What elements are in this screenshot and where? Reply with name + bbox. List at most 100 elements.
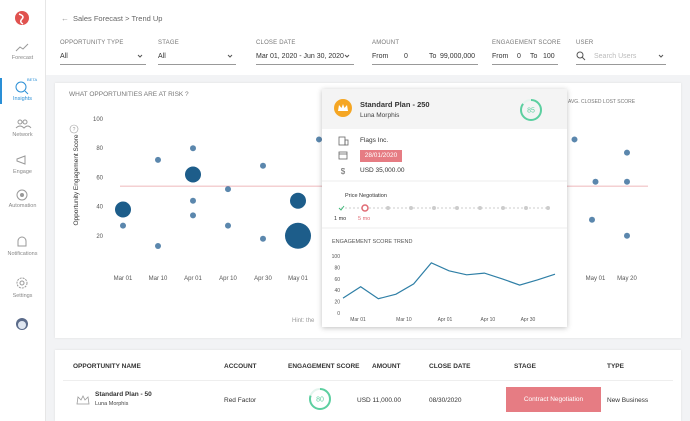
search-input[interactable]: Search Users (594, 53, 637, 60)
bubble (190, 145, 196, 152)
filter-value[interactable]: Mar 01, 2020 - Jun 30, 2020 (256, 53, 344, 60)
bubble (260, 235, 266, 242)
popup-header (322, 89, 567, 129)
filter-value[interactable]: 100 (543, 53, 555, 60)
help-icon[interactable] (69, 124, 79, 134)
bubble (225, 222, 231, 229)
popup-amount: USD 35,000.00 (360, 167, 405, 174)
nav-label[interactable]: Automation (8, 203, 37, 209)
bubble (155, 243, 161, 250)
filter-text: From (372, 53, 389, 60)
bubble (120, 222, 126, 229)
y-tick-label: 60 (96, 175, 103, 181)
bubble (190, 197, 196, 204)
bubble (592, 178, 599, 185)
table-header: OPPORTUNITY NAME (73, 363, 141, 370)
hint: Hint: the (292, 318, 315, 324)
table-header: ENGAGEMENT SCORE (288, 363, 360, 370)
bubble (624, 232, 630, 239)
y-tick-label: 80 (334, 265, 340, 271)
y-tick-label: 20 (334, 300, 340, 306)
bubble (589, 216, 595, 223)
sidebar-icons (0, 11, 32, 330)
nav-label[interactable]: Network (12, 132, 33, 138)
crumb: Trend Up (131, 14, 163, 23)
bubble (290, 192, 306, 209)
step-label: 5 mo (358, 216, 371, 222)
table-header: STAGE (514, 363, 536, 370)
popup-account: Flags Inc. (360, 137, 389, 144)
cell-owner: Luna Morphis (95, 401, 129, 407)
chart-title: WHAT OPPORTUNITIES ARE AT RISK ? (69, 91, 189, 98)
popup-title: Standard Plan - 250 (360, 100, 430, 109)
x-tick-label: Mar 10 (396, 317, 412, 323)
crumb-separator: > (125, 14, 130, 23)
x-tick-label: May 20 (617, 276, 637, 282)
nav-label[interactable]: Notifications (7, 251, 38, 257)
bubble (571, 136, 578, 143)
filter-value[interactable]: All (158, 53, 166, 60)
popup-owner: Luna Morphis (360, 112, 400, 119)
nav-label[interactable]: Insights (13, 96, 32, 102)
x-tick-label: Mar 01 (350, 317, 366, 323)
filter-text: To (429, 53, 437, 60)
filter-value[interactable]: 99,000,000 (440, 53, 476, 60)
y-tick-label: 80 (96, 146, 103, 152)
x-tick-label: Apr 01 (438, 317, 453, 323)
filter-text: To (530, 53, 538, 60)
filter-label: USER (576, 40, 594, 46)
bubble (624, 149, 630, 156)
y-tick-label: 40 (334, 288, 340, 294)
bubble (185, 166, 201, 183)
table-header: CLOSE DATE (429, 363, 471, 370)
filter-icons (137, 51, 664, 61)
filter-value[interactable]: 0 (404, 53, 408, 60)
y-tick-label: 60 (334, 277, 340, 283)
nav-label[interactable]: Settings (12, 293, 33, 299)
y-axis-label: Opportunity Engagement Score (73, 134, 80, 225)
x-tick-label: Apr 10 (219, 276, 237, 282)
cell-name[interactable]: Standard Plan - 50 (95, 391, 152, 398)
score-value: 80 (316, 397, 324, 404)
filter-label: CLOSE DATE (256, 40, 296, 46)
legend-label: AVG. CLOSED LOST SCORE (568, 99, 636, 105)
filter-label: ENGAGEMENT SCORE (492, 40, 561, 46)
cell-stage: Contract Negotiation (506, 387, 601, 412)
score-ring (520, 99, 542, 121)
x-tick-label: Mar 10 (149, 276, 168, 282)
popup-date: 28/01/2020 (360, 150, 402, 162)
filter-value[interactable]: 0 (517, 53, 521, 60)
sidebar (0, 0, 46, 421)
bubble (316, 136, 322, 143)
x-tick-label: Apr 01 (184, 276, 202, 282)
filter-value[interactable]: All (60, 53, 68, 60)
back-arrow[interactable]: ← (61, 14, 69, 23)
bubble (285, 222, 311, 249)
filter-label: STAGE (158, 40, 179, 46)
bubble (115, 201, 131, 218)
beta-badge: BETA (27, 77, 38, 82)
step-label: 1 mo (334, 216, 347, 222)
score-value: 85 (527, 108, 535, 115)
cell-date: 08/30/2020 (429, 397, 462, 404)
table-header: AMOUNT (372, 363, 401, 370)
cell-type: New Business (607, 397, 649, 404)
x-tick-label: May 01 (288, 276, 308, 282)
nav-label[interactable]: Engage (13, 169, 32, 175)
breadcrumb: Sales Forecast > Trend Up (73, 14, 162, 23)
filter-label: AMOUNT (372, 40, 400, 46)
bubble (225, 186, 231, 193)
nav-label[interactable]: Forecast (11, 55, 34, 61)
x-tick-label: Mar 01 (114, 276, 133, 282)
x-tick-label: May 01 (586, 276, 606, 282)
cell-amount: USD 11,000.00 (357, 397, 401, 404)
svg-text:$: $ (341, 167, 346, 176)
y-tick-label: 100 (332, 254, 341, 260)
y-tick-label: 100 (93, 117, 104, 123)
bubble (155, 156, 161, 163)
crumb[interactable]: Sales Forecast (73, 14, 124, 23)
